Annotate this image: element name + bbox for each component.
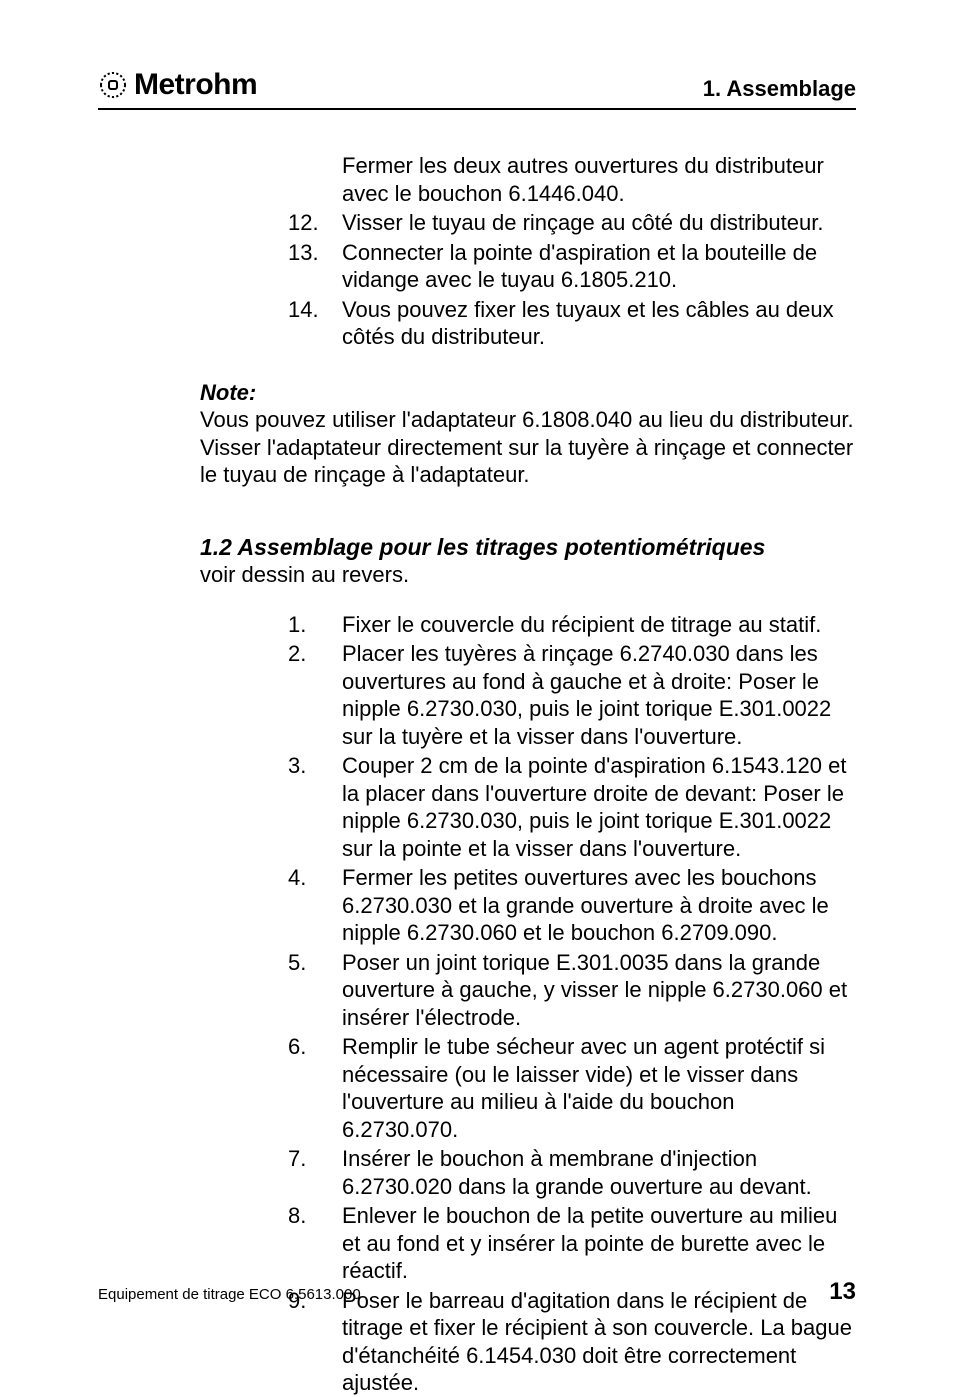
list-item: 4. Fermer les petites ouvertures avec le… (288, 864, 856, 947)
list-number: 3. (288, 752, 342, 862)
section-subtext: voir dessin au revers. (200, 561, 856, 589)
list-number: 14. (288, 296, 342, 351)
list-number: 8. (288, 1202, 342, 1285)
list-item: 2. Placer les tuyères à rinçage 6.2740.0… (288, 640, 856, 750)
list-number: 2. (288, 640, 342, 750)
note-text: Vous pouvez utiliser l'adaptateur 6.1808… (200, 406, 856, 489)
list-text: Fixer le couvercle du récipient de titra… (342, 611, 856, 639)
list-text: Connecter la pointe d'aspiration et la b… (342, 239, 856, 294)
list-number: 12. (288, 209, 342, 237)
header-section-title: 1. Assemblage (703, 76, 856, 102)
list-number: 1. (288, 611, 342, 639)
section-heading: 1.2 Assemblage pour les titrages potenti… (200, 533, 856, 562)
page-header: Metrohm 1. Assemblage (98, 68, 856, 110)
list-item: 13. Connecter la pointe d'aspiration et … (288, 239, 856, 294)
list-number: 6. (288, 1033, 342, 1143)
list-number: 13. (288, 239, 342, 294)
intro-paragraph-row: Fermer les deux autres ouvertures du dis… (288, 152, 856, 207)
note-label: Note: (200, 379, 856, 407)
logo-text: Metrohm (134, 68, 257, 102)
footer-doc-title: Equipement de titrage ECO 6.5613.000 (98, 1286, 361, 1303)
list-text: Remplir le tube sécheur avec un agent pr… (342, 1033, 856, 1143)
list-number: 4. (288, 864, 342, 947)
list-text: Enlever le bouchon de la petite ouvertur… (342, 1202, 856, 1285)
intro-paragraph: Fermer les deux autres ouvertures du dis… (342, 152, 856, 207)
list-item: 12. Visser le tuyau de rinçage au côté d… (288, 209, 856, 237)
list-item: 6. Remplir le tube sécheur avec un agent… (288, 1033, 856, 1143)
list-item: 1. Fixer le couvercle du récipient de ti… (288, 611, 856, 639)
page-footer: Equipement de titrage ECO 6.5613.000 13 (98, 1278, 856, 1306)
list-item: 8. Enlever le bouchon de la petite ouver… (288, 1202, 856, 1285)
list-number: 5. (288, 949, 342, 1032)
list-text: Fermer les petites ouvertures avec les b… (342, 864, 856, 947)
list-item: 14. Vous pouvez fixer les tuyaux et les … (288, 296, 856, 351)
page-number: 13 (829, 1278, 856, 1306)
body-content: Fermer les deux autres ouvertures du dis… (288, 152, 856, 351)
logo: Metrohm (98, 68, 257, 102)
list-item: 3. Couper 2 cm de la pointe d'aspiration… (288, 752, 856, 862)
list-text: Couper 2 cm de la pointe d'aspiration 6.… (342, 752, 856, 862)
list-text: Poser un joint torique E.301.0035 dans l… (342, 949, 856, 1032)
list-item: 7. Insérer le bouchon à membrane d'injec… (288, 1145, 856, 1200)
page: Metrohm 1. Assemblage Fermer les deux au… (0, 0, 954, 1352)
list-item: 5. Poser un joint torique E.301.0035 dan… (288, 949, 856, 1032)
list-text: Vous pouvez fixer les tuyaux et les câbl… (342, 296, 856, 351)
spacer (288, 152, 342, 207)
list-text: Insérer le bouchon à membrane d'injectio… (342, 1145, 856, 1200)
list-text: Placer les tuyères à rinçage 6.2740.030 … (342, 640, 856, 750)
logo-icon (98, 72, 128, 98)
list-number: 7. (288, 1145, 342, 1200)
list-text: Visser le tuyau de rinçage au côté du di… (342, 209, 856, 237)
note-block: Note: Vous pouvez utiliser l'adaptateur … (200, 379, 856, 589)
